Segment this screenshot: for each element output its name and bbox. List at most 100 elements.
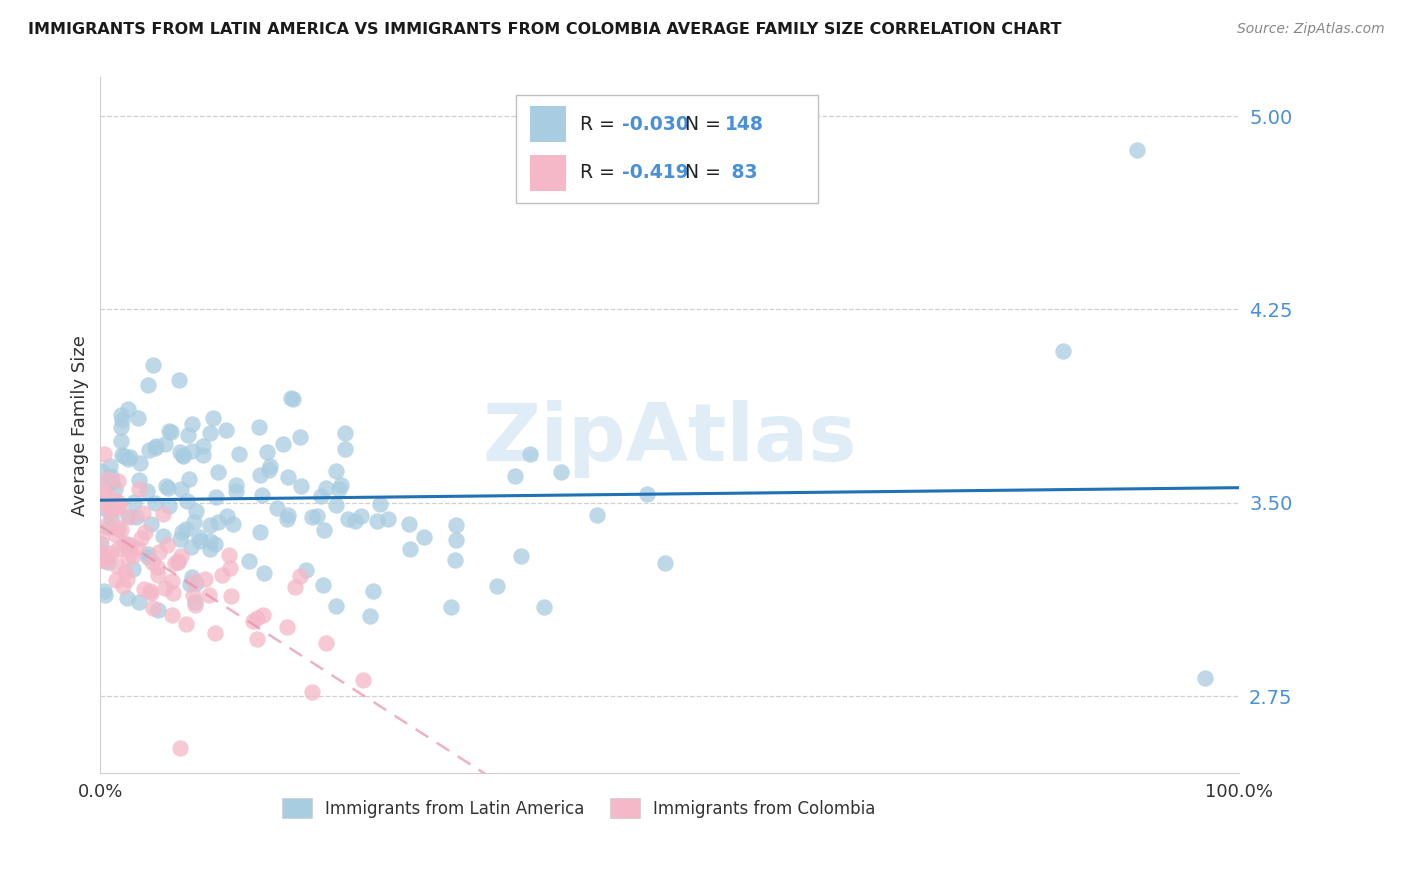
Point <box>198 517 221 532</box>
Point <box>503 469 526 483</box>
Point <box>96 502 118 516</box>
Point <box>198 534 221 549</box>
Point <box>277 470 299 484</box>
Point <box>136 548 159 562</box>
Point <box>350 509 373 524</box>
Point <box>315 636 337 650</box>
Point <box>238 862 260 876</box>
Point <box>141 586 163 600</box>
Point <box>325 464 347 478</box>
Point <box>180 570 202 584</box>
Point <box>344 514 367 528</box>
Point <box>110 419 132 434</box>
Point <box>368 497 391 511</box>
Point <box>198 587 221 601</box>
Point <box>107 522 129 536</box>
Point <box>169 445 191 459</box>
Point <box>247 419 270 434</box>
Point <box>204 537 226 551</box>
Point <box>283 392 305 406</box>
Point <box>160 574 183 589</box>
Point <box>93 554 115 568</box>
Point <box>440 599 463 614</box>
Point <box>142 600 165 615</box>
Point <box>191 439 214 453</box>
Point <box>257 463 280 477</box>
Point <box>398 516 420 531</box>
Point <box>211 568 233 582</box>
Point <box>200 542 222 557</box>
Point <box>295 563 318 577</box>
Point <box>377 512 399 526</box>
Point <box>238 554 260 568</box>
Text: 148: 148 <box>724 114 763 134</box>
Point <box>160 425 183 440</box>
Point <box>301 510 323 524</box>
Point <box>181 444 204 458</box>
Point <box>157 499 180 513</box>
Point <box>120 538 142 552</box>
Point <box>325 498 347 512</box>
Text: Source: ZipAtlas.com: Source: ZipAtlas.com <box>1237 22 1385 37</box>
Point <box>330 478 353 492</box>
Point <box>136 549 159 564</box>
Point <box>162 586 184 600</box>
Point <box>110 448 132 462</box>
Point <box>167 554 190 568</box>
Point <box>112 450 135 464</box>
Point <box>135 484 157 499</box>
Point <box>194 573 217 587</box>
Point <box>146 560 169 574</box>
Point <box>181 417 204 431</box>
Point <box>114 565 136 579</box>
Point <box>107 496 129 510</box>
Point <box>101 475 124 489</box>
Point <box>183 598 205 612</box>
Point <box>201 411 224 425</box>
Point <box>90 496 112 510</box>
Point <box>128 482 150 496</box>
Point <box>328 482 350 496</box>
Point <box>290 568 312 582</box>
Point <box>333 426 356 441</box>
Point <box>104 528 127 542</box>
Point <box>114 537 136 551</box>
Point <box>94 549 117 563</box>
Point <box>152 529 174 543</box>
Point <box>412 529 434 543</box>
Point <box>107 474 129 488</box>
Point <box>118 510 141 524</box>
Point <box>93 447 115 461</box>
Point <box>361 584 384 599</box>
Point <box>184 595 207 609</box>
Point <box>186 576 208 591</box>
Point <box>153 436 176 450</box>
Point <box>176 493 198 508</box>
Text: R =: R = <box>579 114 620 134</box>
Point <box>90 533 112 547</box>
Point <box>127 411 149 425</box>
Point <box>97 520 120 534</box>
Point <box>94 476 117 491</box>
Point <box>131 506 153 520</box>
Point <box>111 579 134 593</box>
Point <box>180 540 202 554</box>
Point <box>259 459 281 474</box>
Point <box>128 474 150 488</box>
Point <box>585 508 607 522</box>
Point <box>141 555 163 569</box>
Point <box>167 555 190 569</box>
Point <box>118 450 141 464</box>
Point <box>163 556 186 570</box>
Point <box>94 518 117 533</box>
Point <box>301 685 323 699</box>
Point <box>215 423 238 437</box>
Text: 83: 83 <box>724 163 758 182</box>
Point <box>110 408 132 422</box>
Text: N =: N = <box>685 163 727 182</box>
Point <box>179 472 201 486</box>
Point <box>118 542 141 557</box>
Point <box>117 549 139 564</box>
Point <box>253 566 276 580</box>
Point <box>550 465 572 479</box>
